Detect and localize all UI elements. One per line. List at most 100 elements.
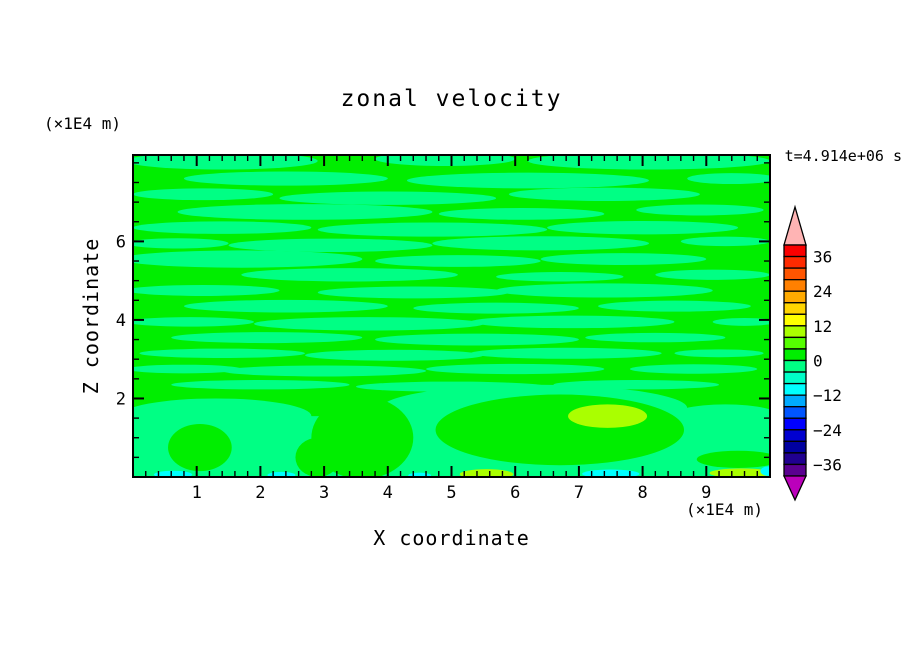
x-tick-label: 6 [510, 483, 520, 503]
contour-region [459, 469, 514, 477]
contour-region [496, 283, 713, 298]
contour-region [547, 220, 739, 235]
contour-region [655, 269, 770, 280]
colorbar-box [783, 429, 807, 442]
contour-region [154, 470, 193, 477]
colorbar-label: 12 [813, 317, 832, 336]
contour-region [228, 238, 433, 252]
contour-region [267, 471, 296, 477]
colorbar-box [783, 417, 807, 431]
colorbar-label: −12 [813, 386, 842, 405]
plot-title: zonal velocity [340, 86, 563, 112]
contour-region [133, 317, 255, 327]
contour-region [183, 299, 388, 313]
contour-region [668, 404, 770, 432]
contour-region [375, 333, 579, 346]
contour-region [696, 450, 770, 468]
colorbar-label: −24 [813, 421, 842, 440]
contour-region [406, 172, 649, 189]
colorbar-box [783, 440, 807, 454]
contour-region [674, 349, 764, 358]
contour-region [254, 317, 484, 331]
x-tick-label: 1 [192, 483, 202, 503]
contour-region [568, 404, 648, 428]
contour-region [687, 173, 770, 185]
x-tick-label: 7 [574, 483, 584, 503]
contour-region [177, 204, 433, 220]
colorbar-label: 0 [813, 352, 823, 371]
contour-region [553, 380, 720, 390]
contour-region [222, 365, 427, 377]
contour-region [540, 253, 707, 265]
x-axis-title: X coordinate [373, 526, 530, 550]
contour-region [585, 332, 726, 343]
plot-frame [132, 154, 771, 478]
x-tick-label: 9 [701, 483, 711, 503]
contour-region [311, 396, 414, 477]
contour-region [582, 469, 640, 477]
x-tick-label: 5 [446, 483, 456, 503]
colorbar-box [783, 313, 807, 327]
y-axis-unit-label: (×1E4 m) [44, 114, 122, 133]
contour-region [760, 466, 770, 476]
x-tick-label: 8 [637, 483, 647, 503]
contour-region [413, 302, 579, 314]
contour-region [133, 188, 274, 201]
contour-region [598, 300, 751, 312]
colorbar-label: 36 [813, 248, 832, 267]
colorbar-box [783, 325, 807, 339]
colorbar-box [783, 255, 807, 269]
contour-region [508, 187, 700, 201]
colorbar-box [783, 278, 807, 292]
contour-region [375, 155, 516, 166]
x-tick-label: 4 [383, 483, 393, 503]
y-tick-label: 2 [116, 389, 126, 409]
contour-region [171, 332, 363, 344]
contour-region [375, 255, 541, 267]
colorbar-over-arrow [783, 204, 807, 246]
contour-region [680, 236, 770, 247]
colorbar-box [783, 348, 807, 362]
contour-region [304, 349, 484, 361]
colorbar-box [783, 336, 807, 350]
contour-region [355, 381, 548, 392]
contour-region [432, 236, 649, 251]
y-tick-label: 4 [116, 311, 126, 331]
colorbar-under-arrow [782, 475, 808, 502]
contour-region [183, 171, 388, 186]
contour-region [527, 155, 770, 170]
contour-region [133, 364, 242, 374]
contour-region [496, 272, 624, 282]
contour-region [133, 398, 312, 434]
y-tick-label: 6 [116, 232, 126, 252]
contour-region [426, 363, 605, 375]
contour-region [168, 423, 232, 472]
contour-region [317, 222, 548, 237]
colorbar-box [783, 394, 807, 408]
colorbar-box [783, 463, 807, 477]
contour-region [133, 221, 312, 234]
contour-region [241, 268, 458, 282]
contour-region [636, 204, 764, 216]
colorbar-box [783, 382, 807, 396]
x-axis-unit-label: (×1E4 m) [686, 500, 764, 519]
contour-field [133, 155, 770, 477]
contour-region [133, 238, 229, 249]
contour-region [133, 250, 363, 268]
contour-region [279, 191, 497, 205]
x-tick-label: 2 [255, 483, 265, 503]
contour-region [438, 208, 605, 220]
colorbar-box [783, 302, 807, 315]
contour-region [435, 394, 685, 466]
contour-region [133, 284, 280, 296]
colorbar-box [783, 359, 807, 373]
contour-region [712, 317, 770, 326]
contour-region [470, 347, 662, 359]
colorbar-box [783, 267, 807, 281]
contour-region [317, 286, 509, 299]
contour-region [133, 155, 318, 170]
contour-region [470, 315, 675, 329]
x-tick-label: 3 [319, 483, 329, 503]
